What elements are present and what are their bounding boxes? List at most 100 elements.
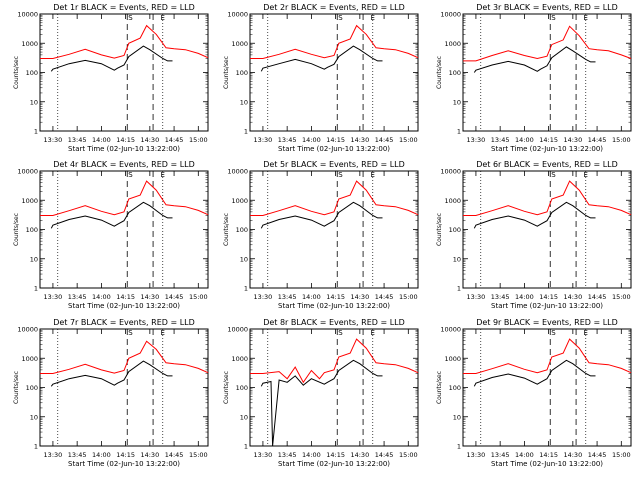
x-tick-label: 14:45 [588, 451, 607, 459]
end-marker: E [371, 171, 375, 179]
y-tick-label: 100 [236, 384, 248, 392]
x-tick-label: 14:30 [140, 293, 159, 301]
black-events-series [50, 201, 173, 229]
y-tick-label: 1 [34, 285, 38, 293]
panel-7: Det 7r BLACK = Events, RED = LLD 1 10 100 10… [13, 318, 209, 468]
x-axis-label: Start Time (02-Jun-10 13:22:00) [278, 460, 390, 468]
red-lld-series [250, 24, 419, 59]
start-marker: S [338, 171, 343, 179]
x-tick-label: 13:30 [467, 293, 486, 301]
x-axis-label: Start Time (02-Jun-10 13:22:00) [278, 145, 390, 153]
y-tick-label: 100 [236, 226, 248, 234]
x-tick-label: 14:15 [326, 451, 345, 459]
y-tick-label: 100 [26, 69, 38, 77]
panel-1: Det 1r BLACK = Events, RED = LLD 1 10 100 10… [13, 3, 209, 153]
y-tick-label: 1000 [231, 355, 248, 363]
plot-frame [249, 170, 419, 289]
y-tick-label: 1 [34, 128, 38, 136]
x-tick-label: 14:00 [92, 136, 111, 144]
y-tick-label: 100 [236, 69, 248, 77]
y-tick-label: 1000 [21, 197, 38, 205]
x-tick-label: 13:30 [44, 293, 63, 301]
x-tick-label: 14:45 [375, 293, 394, 301]
x-tick-label: 14:15 [326, 293, 345, 301]
red-lld-series [463, 338, 632, 374]
x-tick-label: 13:45 [68, 451, 87, 459]
y-tick-label: 10000 [227, 11, 248, 19]
start-marker: S [338, 14, 343, 22]
x-tick-label: 15:00 [399, 136, 418, 144]
panel-3: Det 3r BLACK = Events, RED = LLD 1 10 100 10… [436, 3, 632, 153]
y-tick-label: 10 [30, 98, 38, 106]
black-events-series [260, 45, 383, 72]
chart-title: Det 5r BLACK = Events, RED = LLD [263, 160, 405, 169]
plot-frame [39, 170, 209, 289]
end-marker: E [161, 14, 165, 22]
panel-5: Det 5r BLACK = Events, RED = LLD 1 10 100 10… [223, 160, 419, 310]
y-tick-label: 1000 [231, 40, 248, 48]
black-events-series [260, 201, 383, 229]
y-tick-label: 10 [453, 413, 461, 421]
x-tick-label: 14:30 [563, 451, 582, 459]
red-lld-series [40, 24, 209, 59]
red-lld-series [463, 25, 632, 62]
y-axis-label: Counts/sec [223, 213, 230, 246]
x-axis-label: Start Time (02-Jun-10 13:22:00) [278, 302, 390, 310]
x-tick-label: 14:45 [588, 136, 607, 144]
y-tick-label: 10000 [440, 11, 461, 19]
chart-title: Det 2r BLACK = Events, RED = LLD [263, 3, 405, 12]
y-tick-label: 10000 [227, 326, 248, 334]
y-tick-label: 100 [449, 69, 461, 77]
x-tick-label: 14:15 [539, 136, 558, 144]
end-marker: E [584, 329, 588, 337]
x-tick-label: 13:45 [278, 451, 297, 459]
x-tick-label: 13:30 [467, 451, 486, 459]
x-axis-label: Start Time (02-Jun-10 13:22:00) [491, 145, 603, 153]
y-axis-label: Counts/sec [13, 56, 20, 89]
x-tick-label: 13:45 [68, 293, 87, 301]
chart-title: Det 9r BLACK = Events, RED = LLD [476, 318, 618, 327]
x-tick-label: 13:30 [254, 451, 273, 459]
x-tick-label: 15:00 [189, 293, 208, 301]
y-tick-label: 100 [449, 226, 461, 234]
y-tick-label: 10000 [17, 168, 38, 176]
x-tick-label: 14:45 [165, 293, 184, 301]
y-tick-label: 100 [26, 226, 38, 234]
chart-title: Det 8r BLACK = Events, RED = LLD [263, 318, 405, 327]
y-axis-label: Counts/sec [13, 371, 20, 404]
y-tick-label: 10000 [227, 168, 248, 176]
plot-frame [462, 170, 632, 289]
chart-title: Det 4r BLACK = Events, RED = LLD [53, 160, 195, 169]
plot-frame [39, 328, 209, 447]
y-tick-label: 1 [34, 443, 38, 451]
end-marker: E [584, 14, 588, 22]
x-tick-label: 15:00 [189, 451, 208, 459]
x-tick-label: 13:45 [278, 293, 297, 301]
plot-frame [39, 13, 209, 132]
y-tick-label: 10 [30, 413, 38, 421]
x-tick-label: 15:00 [189, 136, 208, 144]
end-marker: E [161, 171, 165, 179]
x-tick-label: 14:30 [140, 451, 159, 459]
panel-8: Det 8r BLACK = Events, RED = LLD 1 10 100 10… [223, 318, 419, 468]
y-axis-label: Counts/sec [436, 213, 443, 246]
y-tick-label: 10 [453, 98, 461, 106]
x-tick-label: 14:00 [92, 293, 111, 301]
x-tick-label: 14:45 [375, 136, 394, 144]
x-tick-label: 15:00 [612, 136, 631, 144]
red-lld-series [40, 180, 209, 216]
x-tick-label: 13:30 [44, 136, 63, 144]
red-lld-series [250, 338, 419, 384]
y-tick-label: 1 [244, 285, 248, 293]
chart-title: Det 1r BLACK = Events, RED = LLD [53, 3, 195, 12]
y-tick-label: 10000 [440, 168, 461, 176]
chart-title: Det 3r BLACK = Events, RED = LLD [476, 3, 618, 12]
x-tick-label: 14:00 [92, 451, 111, 459]
black-events-series [260, 359, 383, 447]
x-axis-label: Start Time (02-Jun-10 13:22:00) [491, 460, 603, 468]
x-tick-label: 14:30 [350, 451, 369, 459]
start-marker: S [338, 329, 343, 337]
black-events-series [473, 46, 596, 73]
y-tick-label: 1000 [231, 197, 248, 205]
y-tick-label: 10 [240, 255, 248, 263]
